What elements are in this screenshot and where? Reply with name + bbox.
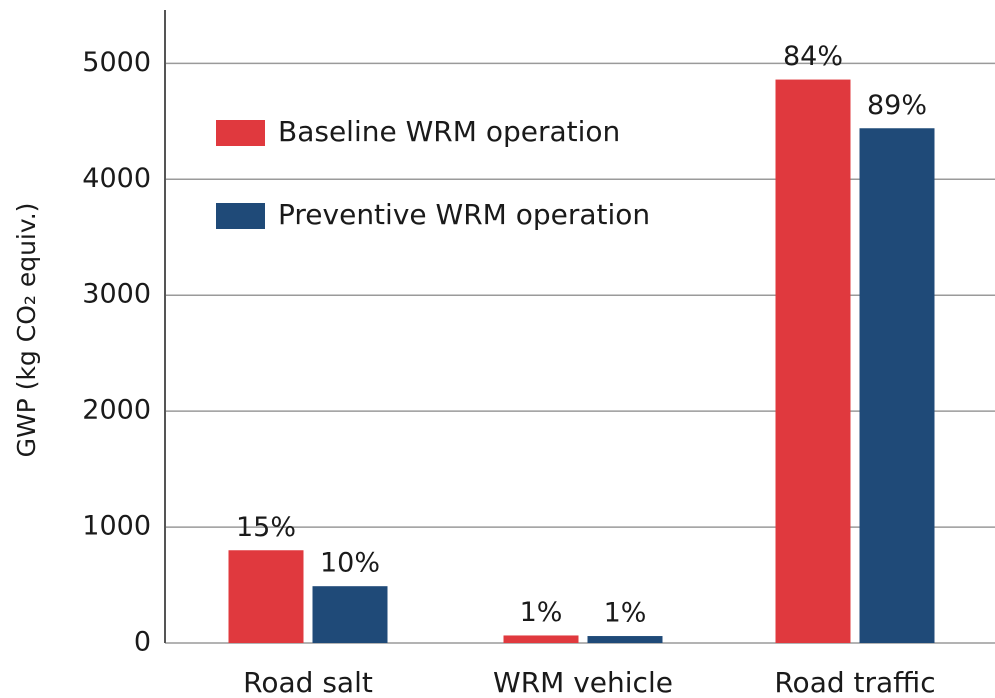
bar	[503, 635, 579, 643]
x-tick-label: WRM vehicle	[493, 666, 673, 698]
legend-swatch	[216, 120, 265, 146]
bar	[859, 128, 935, 643]
y-tick-label: 0	[134, 627, 151, 658]
legend-label: Preventive WRM operation	[278, 198, 650, 231]
y-tick-label: 2000	[82, 395, 151, 426]
legend-label: Baseline WRM operation	[278, 115, 620, 148]
bar	[775, 79, 851, 644]
x-tick-label: Road salt	[243, 666, 373, 698]
share-label: 10%	[320, 548, 380, 579]
share-label: 15%	[236, 512, 296, 543]
bar	[228, 550, 304, 643]
share-label: 84%	[783, 41, 843, 72]
y-tick-label: 4000	[82, 163, 151, 194]
y-tick-label: 5000	[82, 47, 151, 78]
y-axis-label: GWP (kg CO₂ equiv.)	[12, 203, 41, 458]
share-label: 89%	[867, 90, 927, 121]
bar	[312, 586, 388, 643]
share-label: 1%	[604, 598, 647, 629]
y-tick-label: 3000	[82, 279, 151, 310]
share-label: 1%	[520, 597, 563, 628]
x-tick-label: Road traffic	[774, 666, 935, 698]
bar	[587, 636, 663, 643]
legend-swatch	[216, 203, 265, 229]
y-tick-label: 1000	[82, 511, 151, 542]
